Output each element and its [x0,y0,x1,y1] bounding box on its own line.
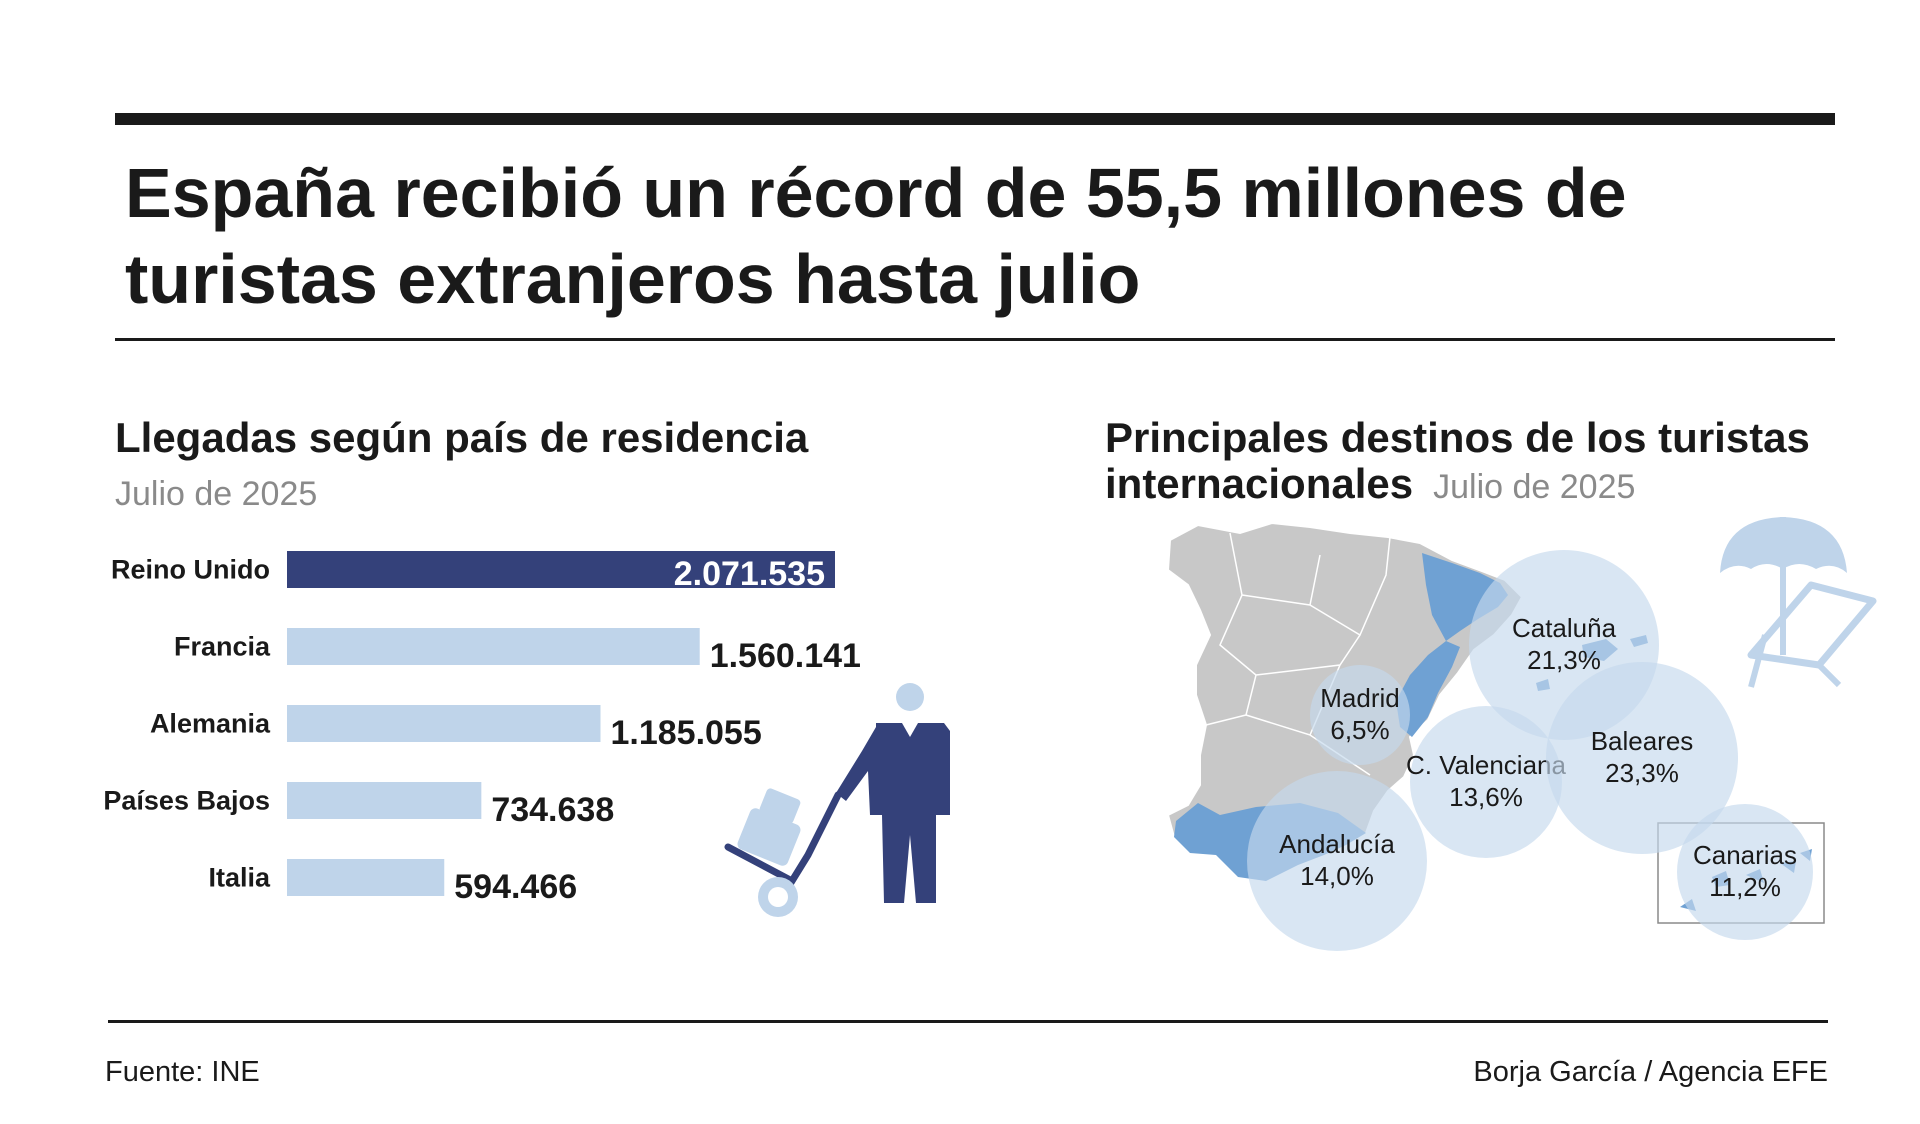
bar-value-label: 2.071.535 [674,555,825,593]
bar [287,551,835,588]
footer-divider [108,1020,1828,1023]
region-name-label: Andalucía [1279,829,1395,859]
region-value-label: 11,2% [1709,872,1781,902]
bar-category-label: Alemania [150,709,271,739]
region-name-label: Cataluña [1512,613,1617,643]
map-date: Julio de 2025 [1433,468,1636,506]
bar-chart: Reino Unido 2.071.535 Francia 1.560.141 Alem… [103,551,861,906]
bar-chart-date: Julio de 2025 [115,475,318,513]
bar-value-label: 734.638 [491,791,614,829]
region-value-label: 21,3% [1527,645,1601,675]
top-rule [115,113,1835,125]
bar-chart-title: Llegadas según país de residencia [115,414,809,461]
headline-divider [115,338,1835,341]
region-name-label: Canarias [1693,840,1797,870]
region-bubble-c-valenciana [1410,706,1562,858]
region-value-label: 6,5% [1330,715,1389,745]
region-bubble-madrid [1310,665,1410,765]
map-title-text: Principales destinos de los turistas int… [1105,414,1810,507]
region-value-label: 23,3% [1605,758,1679,788]
bar-value-label: 594.466 [454,868,577,906]
region-borders [1205,532,1391,776]
bar-value-label: 1.560.141 [710,637,861,675]
beach-umbrella-deckchair-icon [1720,517,1877,688]
credit-note: Borja García / Agencia EFE [1473,1056,1828,1088]
region-cataluna [1422,553,1508,641]
bar-category-label: Italia [208,863,271,893]
traveler-with-luggage-icon [724,683,950,917]
source-note: Fuente: INE [105,1056,260,1088]
bar [287,782,482,819]
region-c-valenciana [1396,641,1460,737]
region-name-label: Baleares [1591,726,1694,756]
region-name-label: C. Valenciana [1406,750,1566,780]
map-title: Principales destinos de los turistas int… [1105,415,1885,510]
region-bubble-andaluc-a [1247,771,1427,951]
bar-category-label: Francia [174,632,271,662]
bar-value-label: 1.185.055 [610,714,761,752]
region-value-label: 14,0% [1300,861,1374,891]
region-bubble-baleares [1546,662,1738,854]
headline: España recibió un récord de 55,5 millone… [125,154,1627,318]
bar-category-label: Países Bajos [103,786,270,816]
region-name-label: Madrid [1320,683,1399,713]
region-value-label: 13,6% [1449,782,1523,812]
bar-category-label: Reino Unido [111,555,270,585]
bar [287,859,445,896]
bar [287,628,700,665]
region-bubble-canarias [1677,804,1813,940]
bar [287,705,601,742]
